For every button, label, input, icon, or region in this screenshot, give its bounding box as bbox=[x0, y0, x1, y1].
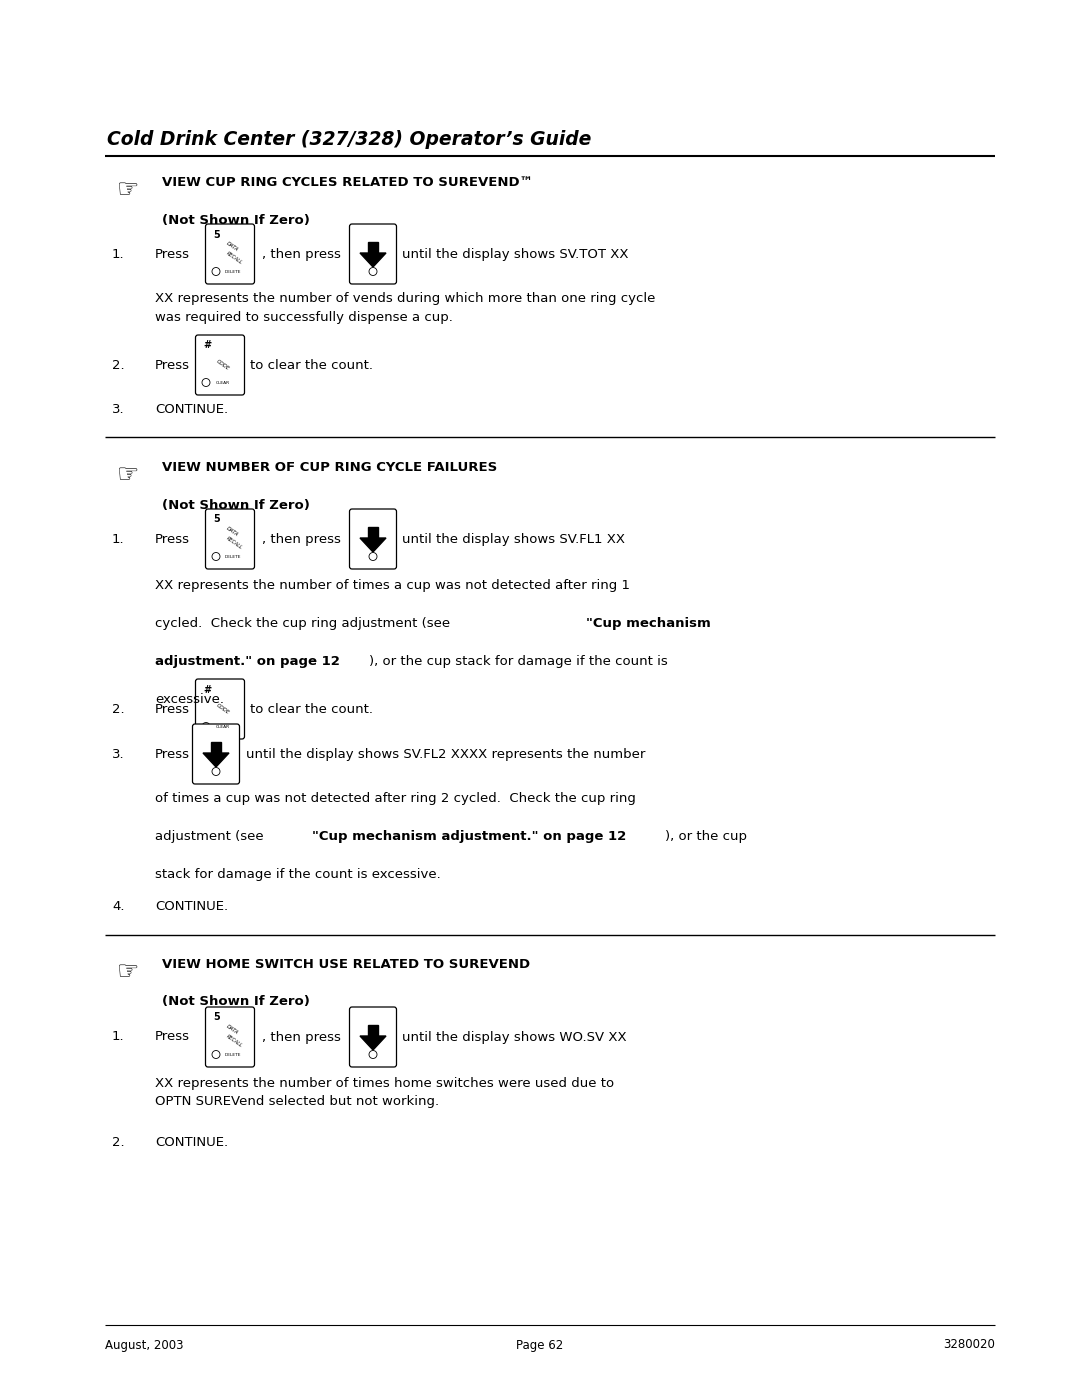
Text: DELETE: DELETE bbox=[225, 555, 241, 559]
Text: 5: 5 bbox=[213, 1013, 219, 1023]
Text: XX represents the number of times home switches were used due to
OPTN SUREVend s: XX represents the number of times home s… bbox=[156, 1077, 615, 1108]
Text: 2.: 2. bbox=[112, 1136, 124, 1148]
Circle shape bbox=[212, 552, 220, 560]
Text: CLEAR: CLEAR bbox=[216, 380, 230, 384]
Text: ☞: ☞ bbox=[117, 960, 139, 983]
Polygon shape bbox=[360, 253, 386, 267]
Text: CODE: CODE bbox=[215, 359, 231, 372]
Text: RECALL: RECALL bbox=[225, 250, 243, 265]
FancyBboxPatch shape bbox=[195, 335, 244, 395]
Text: to clear the count.: to clear the count. bbox=[249, 703, 373, 715]
Text: DATA: DATA bbox=[225, 1024, 239, 1037]
Circle shape bbox=[369, 1051, 377, 1059]
Text: until the display shows SV.FL1 XX: until the display shows SV.FL1 XX bbox=[402, 532, 625, 545]
Text: , then press: , then press bbox=[262, 247, 341, 260]
Text: (Not Shown If Zero): (Not Shown If Zero) bbox=[162, 499, 310, 511]
FancyBboxPatch shape bbox=[205, 1007, 255, 1067]
FancyBboxPatch shape bbox=[350, 1007, 396, 1067]
Text: VIEW HOME SWITCH USE RELATED TO SUREVEND: VIEW HOME SWITCH USE RELATED TO SUREVEND bbox=[162, 957, 530, 971]
Polygon shape bbox=[368, 527, 378, 538]
Polygon shape bbox=[368, 242, 378, 253]
Text: 5: 5 bbox=[213, 229, 219, 239]
Text: 2.: 2. bbox=[112, 359, 124, 372]
Text: DELETE: DELETE bbox=[225, 1052, 241, 1056]
FancyBboxPatch shape bbox=[205, 224, 255, 284]
Text: Press: Press bbox=[156, 247, 190, 260]
FancyBboxPatch shape bbox=[350, 224, 396, 284]
Text: , then press: , then press bbox=[262, 532, 341, 545]
Text: ), or the cup: ), or the cup bbox=[665, 830, 747, 842]
Text: 1.: 1. bbox=[112, 1031, 124, 1044]
Text: Press: Press bbox=[156, 359, 190, 372]
Text: VIEW NUMBER OF CUP RING CYCLE FAILURES: VIEW NUMBER OF CUP RING CYCLE FAILURES bbox=[162, 461, 497, 474]
FancyBboxPatch shape bbox=[205, 509, 255, 569]
Text: CONTINUE.: CONTINUE. bbox=[156, 1136, 228, 1148]
Text: Press: Press bbox=[156, 532, 190, 545]
Text: DELETE: DELETE bbox=[225, 270, 241, 274]
Text: , then press: , then press bbox=[262, 1031, 341, 1044]
Text: #: # bbox=[203, 685, 211, 694]
Polygon shape bbox=[368, 1025, 378, 1037]
Circle shape bbox=[369, 267, 377, 275]
FancyBboxPatch shape bbox=[350, 509, 396, 569]
Text: RECALL: RECALL bbox=[225, 1034, 243, 1048]
Text: DATA: DATA bbox=[225, 242, 239, 253]
Text: cycled.  Check the cup ring adjustment (see: cycled. Check the cup ring adjustment (s… bbox=[156, 617, 455, 630]
Text: CONTINUE.: CONTINUE. bbox=[156, 402, 228, 415]
Polygon shape bbox=[360, 1037, 386, 1051]
Text: (Not Shown If Zero): (Not Shown If Zero) bbox=[162, 996, 310, 1009]
Circle shape bbox=[212, 767, 220, 775]
Polygon shape bbox=[360, 538, 386, 552]
Text: stack for damage if the count is excessive.: stack for damage if the count is excessi… bbox=[156, 868, 441, 882]
Text: XX represents the number of vends during which more than one ring cycle
was requ: XX represents the number of vends during… bbox=[156, 292, 656, 324]
Text: Page 62: Page 62 bbox=[516, 1338, 564, 1351]
Text: ☞: ☞ bbox=[117, 177, 139, 203]
Text: until the display shows SV.TOT XX: until the display shows SV.TOT XX bbox=[402, 247, 629, 260]
FancyBboxPatch shape bbox=[192, 724, 240, 784]
Text: to clear the count.: to clear the count. bbox=[249, 359, 373, 372]
Text: 1.: 1. bbox=[112, 532, 124, 545]
Text: RECALL: RECALL bbox=[225, 535, 243, 550]
Text: ☞: ☞ bbox=[117, 462, 139, 488]
Text: Press: Press bbox=[156, 1031, 190, 1044]
Text: CONTINUE.: CONTINUE. bbox=[156, 901, 228, 914]
Text: 3280020: 3280020 bbox=[943, 1338, 995, 1351]
Text: 1.: 1. bbox=[112, 247, 124, 260]
Text: of times a cup was not detected after ring 2 cycled.  Check the cup ring: of times a cup was not detected after ri… bbox=[156, 792, 636, 805]
Text: VIEW CUP RING CYCLES RELATED TO SUREVEND™: VIEW CUP RING CYCLES RELATED TO SUREVEND… bbox=[162, 176, 532, 189]
Circle shape bbox=[212, 267, 220, 275]
Text: #: # bbox=[203, 341, 211, 351]
Text: adjustment." on page 12: adjustment." on page 12 bbox=[156, 655, 340, 668]
Text: ), or the cup stack for damage if the count is: ), or the cup stack for damage if the co… bbox=[369, 655, 667, 668]
Text: XX represents the number of times a cup was not detected after ring 1: XX represents the number of times a cup … bbox=[156, 578, 630, 592]
Polygon shape bbox=[211, 742, 221, 753]
Text: until the display shows WO.SV XX: until the display shows WO.SV XX bbox=[402, 1031, 626, 1044]
Text: until the display shows SV.FL2 XXXX represents the number: until the display shows SV.FL2 XXXX repr… bbox=[246, 747, 646, 760]
Text: "Cup mechanism adjustment." on page 12: "Cup mechanism adjustment." on page 12 bbox=[312, 830, 626, 842]
Text: CLEAR: CLEAR bbox=[216, 725, 230, 728]
Text: CODE: CODE bbox=[215, 703, 231, 715]
Text: Cold Drink Center (327/328) Operator’s Guide: Cold Drink Center (327/328) Operator’s G… bbox=[107, 130, 592, 149]
Circle shape bbox=[202, 379, 210, 387]
Text: 3.: 3. bbox=[112, 402, 124, 415]
Polygon shape bbox=[203, 753, 229, 767]
FancyBboxPatch shape bbox=[195, 679, 244, 739]
Text: August, 2003: August, 2003 bbox=[105, 1338, 184, 1351]
Text: 4.: 4. bbox=[112, 901, 124, 914]
Text: "Cup mechanism: "Cup mechanism bbox=[586, 617, 711, 630]
Text: (Not Shown If Zero): (Not Shown If Zero) bbox=[162, 214, 310, 226]
Text: Press: Press bbox=[156, 703, 190, 715]
Text: excessive.: excessive. bbox=[156, 693, 224, 705]
Circle shape bbox=[202, 722, 210, 731]
Text: 5: 5 bbox=[213, 514, 219, 524]
Circle shape bbox=[369, 552, 377, 560]
Text: 2.: 2. bbox=[112, 703, 124, 715]
Text: DATA: DATA bbox=[225, 527, 239, 538]
Circle shape bbox=[212, 1051, 220, 1059]
Text: Press: Press bbox=[156, 747, 190, 760]
Text: adjustment (see: adjustment (see bbox=[156, 830, 268, 842]
Text: 3.: 3. bbox=[112, 747, 124, 760]
